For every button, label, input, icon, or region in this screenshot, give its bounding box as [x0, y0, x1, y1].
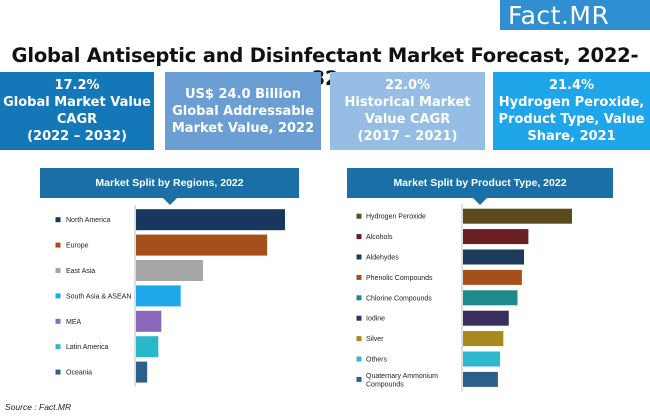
- bar-1-3: [463, 269, 522, 285]
- kpi-card-historical-cagr: 22.0% Historical Market Value CAGR (2017…: [330, 72, 485, 150]
- category-label-0-2: East Asia: [66, 268, 95, 275]
- category-label-1-2: Aldehydes: [366, 255, 399, 262]
- category-label-1-4: Chlorine Compounds: [366, 295, 432, 302]
- kpi-line: Product Type, Value: [498, 112, 645, 127]
- bar-1-6: [463, 331, 504, 347]
- kpi-line: Value CAGR: [364, 112, 451, 127]
- kpi-line: Global Addressable: [172, 103, 314, 119]
- brand-logo: Fact.MR: [508, 1, 609, 30]
- legend-marker-0-6: [55, 369, 61, 375]
- kpi-line: CAGR: [56, 112, 98, 127]
- bar-1-1: [463, 229, 529, 245]
- bar-0-1: [136, 234, 268, 256]
- bar-0-6: [136, 361, 148, 383]
- product-chart-title: Market Split by Product Type, 2022: [347, 168, 613, 205]
- category-label-1-1: Alcohols: [366, 234, 393, 241]
- kpi-card-product-share: 21.4% Hydrogen Peroxide, Product Type, V…: [493, 72, 650, 150]
- bar-1-2: [463, 249, 525, 265]
- kpi-line: 22.0%: [384, 78, 431, 93]
- legend-marker-1-0: [356, 213, 362, 219]
- kpi-line: Global Market Value: [3, 95, 151, 110]
- legend-marker-1-5: [356, 315, 362, 321]
- category-label-1-7: Others: [366, 357, 388, 364]
- category-label-1-6: Silver: [366, 336, 384, 343]
- bar-1-4: [463, 290, 518, 306]
- category-label-0-0: North America: [66, 217, 110, 224]
- category-label-0-5: Latin America: [66, 344, 109, 351]
- source-note: Source : Fact.MR: [5, 402, 72, 412]
- kpi-line: (2022 – 2032): [27, 129, 127, 144]
- brand-logo-bar: [500, 0, 650, 30]
- legend-marker-1-4: [356, 295, 362, 301]
- brand-suffix: .MR: [560, 1, 610, 30]
- regions-chart-title: Market Split by Regions, 2022: [40, 168, 299, 205]
- bar-1-0: [463, 208, 572, 224]
- kpi-line: 21.4%: [548, 78, 595, 93]
- category-label-1-3: Phenolic Compounds: [366, 275, 433, 282]
- bar-1-8: [463, 371, 498, 387]
- kpi-line: Historical Market: [344, 95, 471, 110]
- legend-marker-1-1: [356, 234, 362, 240]
- bar-0-5: [136, 336, 159, 358]
- category-label-0-4: MEA: [66, 319, 82, 326]
- legend-marker-1-2: [356, 254, 362, 260]
- kpi-line: 17.2%: [54, 78, 100, 93]
- legend-marker-1-6: [356, 336, 362, 342]
- category-label-1-0: Hydrogen Peroxide: [366, 214, 426, 221]
- kpi-line: (2017 – 2021): [357, 129, 458, 144]
- legend-marker-0-0: [55, 217, 61, 223]
- category-label-0-1: Europe: [66, 243, 89, 250]
- category-label-1-8: Quaternary Ammonium Compounds: [366, 373, 438, 389]
- legend-marker-0-2: [55, 268, 61, 273]
- kpi-line: Hydrogen Peroxide,: [498, 95, 645, 110]
- kpi-card-addressable-value: US$ 24.0 Billion Global Addressable Mark…: [165, 72, 321, 150]
- category-label-1-5: Iodine: [366, 316, 385, 323]
- bar-0-2: [136, 260, 204, 281]
- legend-marker-0-4: [55, 318, 61, 324]
- category-label-0-6: Oceania: [66, 370, 92, 377]
- bar-1-7: [463, 351, 501, 367]
- brand-name: Fact: [508, 1, 561, 30]
- kpi-line: Market Value, 2022: [171, 120, 315, 136]
- bar-0-0: [136, 209, 285, 231]
- legend-marker-1-3: [356, 274, 362, 280]
- bar-1-5: [463, 310, 509, 326]
- legend-marker-0-1: [55, 242, 61, 248]
- bar-0-3: [136, 285, 181, 307]
- kpi-line: US$ 24.0 Billion: [184, 86, 301, 102]
- legend-marker-0-3: [55, 293, 61, 299]
- legend-marker-1-7: [356, 356, 362, 362]
- legend-marker-0-5: [55, 344, 61, 350]
- kpi-card-market-cagr: 17.2% Global Market Value CAGR (2022 – 2…: [0, 72, 154, 150]
- category-label-0-3: South Asia & ASEAN: [66, 293, 131, 300]
- bar-0-4: [136, 310, 162, 332]
- legend-marker-1-8: [356, 376, 362, 382]
- kpi-line: Share, 2021: [527, 129, 616, 144]
